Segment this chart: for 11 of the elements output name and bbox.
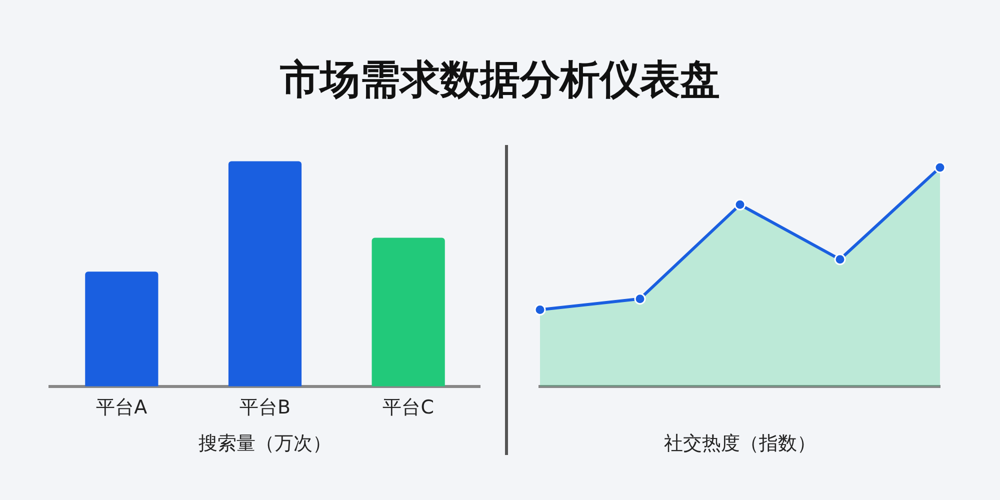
point	[534, 304, 546, 316]
x-axis-title: 社交热度（指数）	[664, 432, 816, 455]
x-tick-label: 平台A	[96, 396, 148, 419]
point	[834, 254, 846, 266]
x-tick-label: 平台C	[382, 396, 434, 419]
x-tick-label: 平台B	[239, 396, 291, 419]
x-axis-title: 搜索量（万次）	[198, 432, 332, 455]
point	[634, 293, 646, 305]
point	[934, 162, 946, 174]
chart-title: 市场需求数据分析仪表盘	[279, 56, 721, 105]
point	[734, 198, 746, 210]
